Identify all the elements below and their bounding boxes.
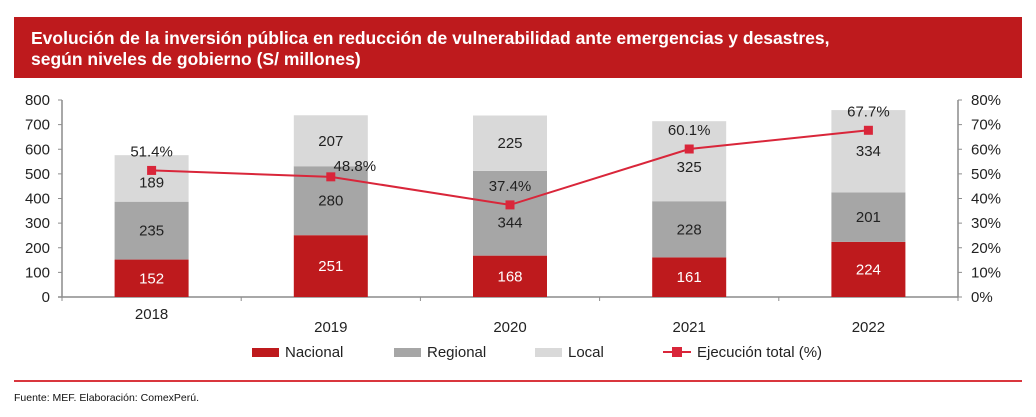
right-axis-tick-label: 20% [971, 240, 1001, 257]
x-axis-tick-label: 2020 [493, 319, 526, 336]
execution-value-label: 51.4% [130, 143, 173, 160]
bar-value-label-regional: 235 [139, 223, 164, 240]
bar-value-label-nacional: 224 [856, 261, 881, 278]
right-axis-tick-label: 0% [971, 289, 993, 306]
right-axis-tick-label: 30% [971, 215, 1001, 232]
bar-segment-regional [831, 192, 906, 242]
bar-value-label-local: 225 [497, 135, 522, 152]
bar-segment-nacional [114, 259, 189, 297]
left-axis-tick-label: 400 [25, 191, 50, 208]
chart-title-bar: Evolución de la inversión pública en red… [14, 17, 1022, 78]
bar-value-label-regional: 228 [677, 221, 702, 238]
legend-label-regional: Regional [427, 343, 487, 361]
bar-value-label-nacional: 161 [677, 269, 702, 286]
bar-segment-regional [652, 201, 727, 258]
execution-marker [684, 144, 694, 154]
execution-marker [326, 172, 336, 182]
bar-segment-nacional [652, 257, 727, 297]
bar-value-label-regional: 280 [318, 193, 343, 210]
stacked-bar-line-chart: 0 100 200 300 400 500 600 700 800 0% 10% 20% 30% 40% 5… [25, 92, 1001, 336]
chart-title-line-2: según niveles de gobierno (S/ millones) [31, 49, 361, 69]
bar-value-label-nacional: 168 [497, 268, 522, 285]
bar-segment-regional [114, 201, 189, 260]
legend-item-ejecucion: Ejecución total (%) [663, 341, 822, 363]
execution-value-label: 37.4% [489, 178, 532, 195]
bar-value-label-local: 325 [677, 159, 702, 176]
left-axis-tick-label: 0 [42, 289, 50, 306]
legend-swatch-regional [394, 347, 421, 357]
x-axis-tick-label: 2019 [314, 319, 347, 336]
legend: Nacional Regional Local Ejecución total … [0, 341, 1036, 363]
left-axis-tick-label: 500 [25, 166, 50, 183]
right-axis-tick-label: 40% [971, 191, 1001, 208]
x-axis-tick-label: 2022 [852, 319, 885, 336]
bar-segment-nacional [473, 255, 547, 297]
left-axis-tick-label: 600 [25, 141, 50, 158]
legend-swatch-nacional [252, 347, 279, 357]
left-axis-tick-label: 300 [25, 215, 50, 232]
execution-marker [863, 125, 873, 135]
right-axis-tick-label: 50% [971, 166, 1001, 183]
right-axis-tick-label: 10% [971, 264, 1001, 281]
bar-segment-nacional [831, 241, 906, 297]
execution-value-label: 48.8% [334, 158, 377, 175]
bar-segment-local [831, 110, 906, 193]
legend-label-nacional: Nacional [285, 343, 344, 361]
left-axis-tick-label: 200 [25, 240, 50, 257]
source-note: Fuente: MEF. Elaboración: ComexPerú. [14, 392, 200, 404]
legend-item-regional: Regional [394, 341, 486, 363]
bar-segment-local [114, 155, 189, 202]
legend-line-marker-icon [663, 347, 691, 357]
left-axis-tick-label: 100 [25, 264, 50, 281]
execution-value-label: 60.1% [668, 122, 711, 139]
bar-value-label-regional: 344 [497, 214, 522, 231]
bar-segment-regional [473, 170, 547, 256]
legend-swatch-local [535, 347, 562, 357]
bar-value-label-nacional: 152 [139, 270, 164, 287]
footer-divider [14, 380, 1022, 382]
bar-value-label-nacional: 251 [318, 258, 343, 275]
bar-value-label-local: 207 [318, 133, 343, 150]
bar-value-label-regional: 201 [856, 209, 881, 226]
chart-title-line-1: Evolución de la inversión pública en red… [31, 28, 830, 48]
right-axis-tick-label: 70% [971, 117, 1001, 134]
execution-line [147, 125, 873, 210]
x-axis-tick-label: 2021 [673, 319, 706, 336]
left-axis-tick-label: 800 [25, 92, 50, 109]
bar-segment-local [652, 121, 727, 202]
execution-marker [147, 165, 157, 175]
x-axis-tick-label: 2018 [135, 306, 168, 323]
data-labels: 152 235 189 251 280 207 168 344 225 161 228 325 224 2… [130, 103, 889, 287]
legend-label-ejecucion: Ejecución total (%) [697, 343, 823, 361]
execution-value-label: 67.7% [847, 103, 890, 120]
bar-segment-local [293, 115, 368, 167]
right-axis-tick-label: 60% [971, 141, 1001, 158]
bar-segment-nacional [293, 235, 368, 297]
legend-label-local: Local [568, 343, 604, 361]
legend-item-local: Local [535, 341, 604, 363]
execution-marker [505, 200, 515, 210]
right-axis-tick-label: 80% [971, 92, 1001, 109]
legend-item-nacional: Nacional [252, 341, 343, 363]
bar-value-label-local: 189 [139, 174, 164, 191]
left-axis-tick-label: 700 [25, 117, 50, 134]
bar-segment-local [473, 115, 547, 171]
bar-value-label-local: 334 [856, 143, 881, 160]
axes: 0 100 200 300 400 500 600 700 800 0% 10% 20% 30% 40% 5… [25, 92, 1001, 336]
